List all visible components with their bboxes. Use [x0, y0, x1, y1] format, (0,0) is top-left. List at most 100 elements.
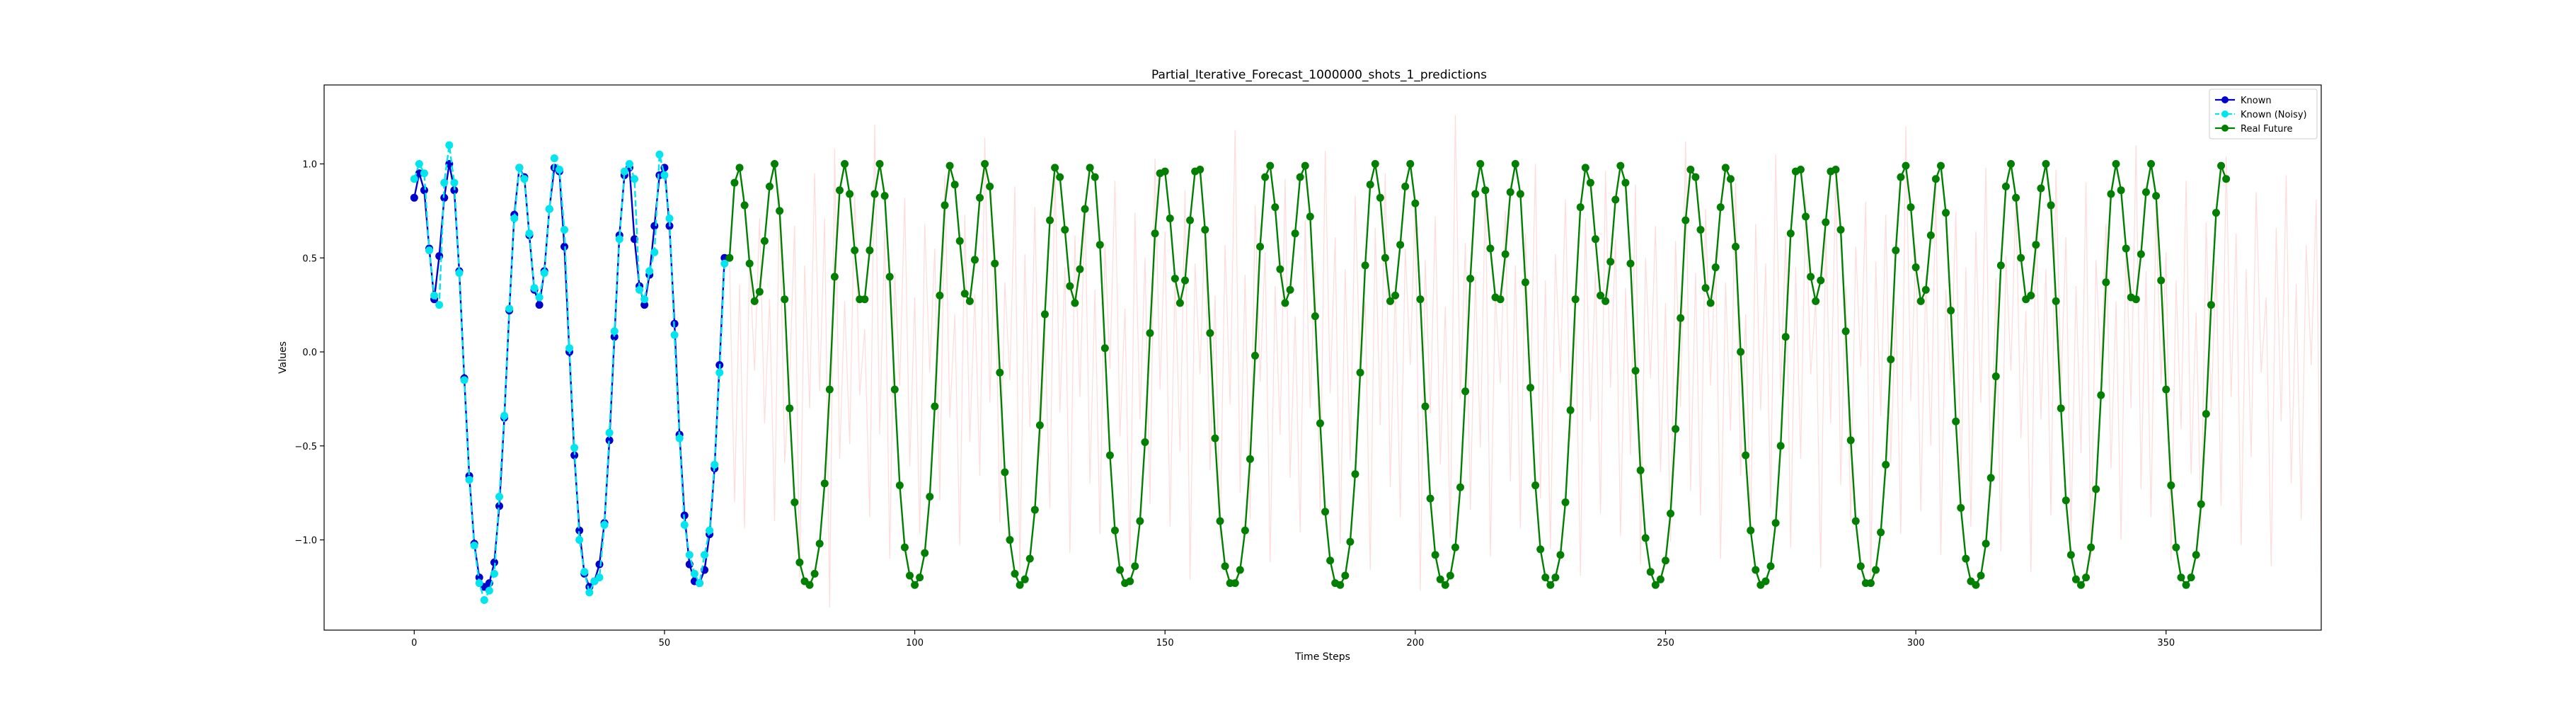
data-point-real-future	[1776, 442, 1785, 450]
data-point-real-future	[1561, 498, 1570, 506]
data-point-real-future	[1897, 173, 1905, 181]
data-point-real-future	[1851, 517, 1860, 525]
data-point-real-future	[1456, 483, 1464, 491]
data-point-real-future	[2192, 551, 2200, 559]
data-point-real-future	[1116, 566, 1125, 574]
data-point-known-noisy	[480, 596, 488, 605]
data-point-real-future	[1261, 173, 1270, 181]
data-point-real-future	[2212, 209, 2220, 217]
data-point-known-noisy	[585, 588, 594, 597]
data-point-real-future	[1181, 276, 1189, 285]
data-point-real-future	[1616, 161, 1625, 170]
data-point-real-future	[936, 291, 944, 299]
data-point-real-future	[1911, 263, 1920, 272]
data-point-known-noisy	[470, 542, 478, 550]
data-point-real-future	[1201, 225, 1209, 234]
legend-entry: Real Future	[2215, 124, 2293, 135]
data-point-real-future	[875, 160, 884, 169]
data-point-real-future	[1651, 581, 1660, 589]
data-point-known	[450, 186, 459, 195]
data-point-real-future	[781, 295, 789, 304]
data-point-known	[605, 436, 614, 445]
y-tick-label: 0.5	[302, 253, 317, 264]
legend-entry: Known (Noisy)	[2215, 110, 2307, 120]
data-point-real-future	[1626, 259, 1635, 268]
data-point-known	[420, 186, 428, 195]
data-point-real-future	[1812, 297, 1820, 305]
data-point-real-future	[1506, 188, 1514, 196]
data-point-real-future	[835, 186, 844, 195]
data-point-real-future	[1732, 242, 1740, 251]
data-point-real-future	[1446, 571, 1454, 580]
data-point-real-future	[1597, 291, 1605, 299]
x-tick-label: 250	[1657, 638, 1674, 649]
data-point-real-future	[1091, 173, 1099, 181]
data-point-real-future	[1381, 253, 1389, 262]
data-point-real-future	[916, 573, 924, 582]
legend: Known Known (Noisy) Real Future	[2209, 88, 2318, 139]
data-point-real-future	[1641, 534, 1650, 542]
data-point-real-future	[1171, 274, 1179, 282]
data-point-known-noisy	[680, 520, 689, 529]
data-point-real-future	[2172, 543, 2180, 552]
data-point-known-noisy	[465, 476, 473, 484]
data-point-known-noisy	[580, 568, 589, 576]
data-point-real-future	[786, 404, 794, 413]
y-tick-label: 1.0	[302, 160, 317, 171]
data-point-real-future	[1161, 167, 1169, 176]
plot-area	[410, 115, 2321, 608]
data-point-real-future	[1771, 519, 1780, 527]
data-point-real-future	[1742, 451, 1750, 459]
y-axis: −1.0 −0.5 0.0 0.5 1.0	[294, 160, 324, 547]
data-point-real-future	[771, 160, 779, 169]
data-point-real-future	[941, 201, 949, 210]
data-point-known-noisy	[415, 160, 423, 169]
data-point-known-noisy	[535, 293, 544, 302]
data-point-real-future	[1611, 195, 1620, 204]
data-point-known-noisy	[555, 165, 563, 173]
data-point-real-future	[1872, 566, 1880, 574]
x-axis: 0 50 100 150 200 250 300 350	[411, 630, 2175, 649]
data-point-real-future	[1982, 539, 1990, 548]
data-point-real-future	[1546, 581, 1555, 589]
data-point-real-future	[1441, 581, 1449, 589]
data-point-known-noisy	[701, 551, 709, 559]
data-point-real-future	[1011, 569, 1019, 578]
data-point-real-future	[810, 569, 819, 578]
data-point-real-future	[1807, 273, 1815, 281]
data-point-real-future	[1020, 575, 1029, 583]
data-point-known	[575, 526, 584, 535]
data-point-real-future	[2107, 190, 2115, 198]
data-point-real-future	[1046, 216, 1054, 224]
data-point-real-future	[1496, 295, 1505, 304]
data-point-real-future	[960, 290, 969, 298]
data-point-real-future	[2177, 573, 2185, 582]
data-point-known-noisy	[495, 492, 504, 501]
data-point-known	[410, 193, 418, 202]
data-point-real-future	[1696, 225, 1705, 234]
data-point-real-future	[2132, 295, 2140, 304]
data-point-real-future	[1761, 577, 1770, 586]
data-point-real-future	[1346, 537, 1355, 546]
data-point-real-future	[1711, 263, 1720, 272]
data-point-real-future	[1521, 278, 1529, 287]
data-point-real-future	[1841, 327, 1850, 336]
data-point-known-noisy	[410, 175, 418, 183]
data-point-real-future	[1466, 274, 1475, 282]
data-point-real-future	[2062, 496, 2070, 505]
y-axis-label: Values	[277, 341, 289, 374]
data-point-real-future	[1246, 455, 1254, 463]
y-tick-label: −1.0	[294, 536, 317, 547]
data-point-known-noisy	[650, 248, 659, 256]
data-point-real-future	[1677, 314, 1685, 322]
data-point-real-future	[1131, 562, 1139, 571]
data-point-real-future	[945, 161, 954, 170]
data-point-real-future	[1646, 568, 1655, 576]
data-point-real-future	[1781, 333, 1790, 341]
data-point-known-noisy	[665, 215, 674, 223]
data-point-real-future	[1942, 209, 1950, 217]
data-point-real-future	[2071, 575, 2080, 583]
series-real-future	[725, 160, 2231, 589]
data-point-known-noisy	[520, 175, 529, 183]
data-point-real-future	[1311, 312, 1319, 321]
